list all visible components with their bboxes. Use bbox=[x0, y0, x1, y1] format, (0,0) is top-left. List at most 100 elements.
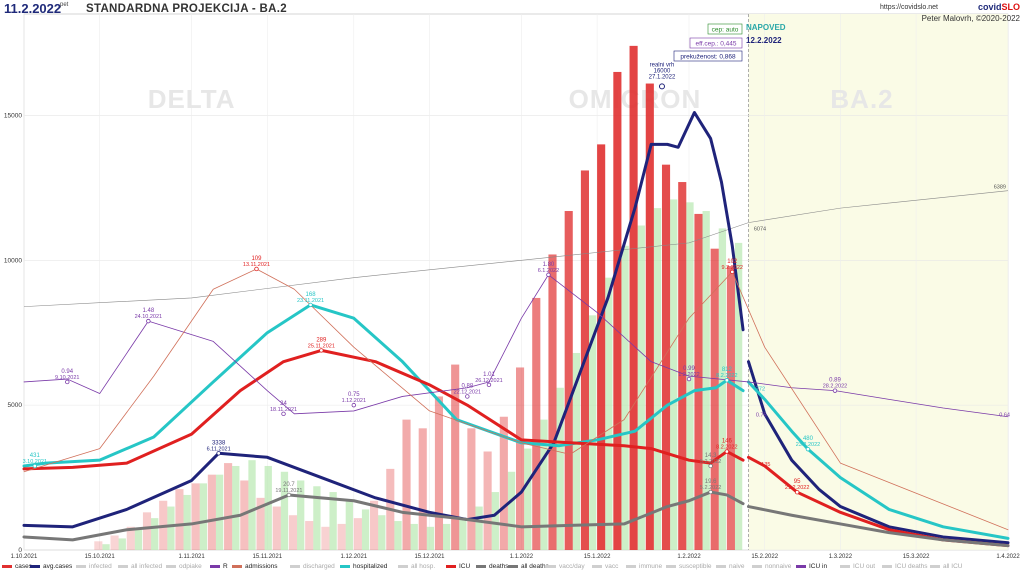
case-bar bbox=[126, 526, 135, 550]
legend-item[interactable]: ICU deaths bbox=[882, 563, 928, 570]
legend-item[interactable]: ICU in bbox=[796, 563, 827, 570]
legend-item[interactable]: odpiake bbox=[166, 563, 202, 570]
case-bar bbox=[191, 483, 200, 550]
legend-label: deaths bbox=[489, 563, 509, 570]
legend-label: all hosp. bbox=[411, 563, 436, 570]
recovered-bar bbox=[475, 506, 483, 550]
legend-label: all deaths bbox=[521, 563, 549, 570]
legend-swatch bbox=[840, 565, 850, 568]
legend-item[interactable]: all deaths bbox=[508, 563, 549, 570]
legend-item[interactable]: infected bbox=[76, 563, 112, 570]
param-box bbox=[707, 23, 743, 35]
case-bar bbox=[678, 182, 687, 550]
legend-label: discharged bbox=[303, 563, 335, 570]
peak-label: 27.1.2022 bbox=[649, 74, 676, 80]
forecast-label: NAPOVED bbox=[746, 23, 786, 32]
legend-item[interactable]: all hosp. bbox=[398, 563, 435, 570]
case-bar bbox=[370, 500, 379, 550]
annotation-date: 3.10.2021 bbox=[23, 459, 47, 465]
annotation-date: 23.2.2022 bbox=[796, 442, 820, 448]
x-tick-label: 15.1.2022 bbox=[584, 554, 611, 560]
brand-logo[interactable]: covidSLO bbox=[978, 2, 1020, 12]
x-tick-label: 15.11.2021 bbox=[252, 554, 282, 560]
legend-item[interactable]: susceptible bbox=[666, 563, 712, 570]
legend-swatch bbox=[930, 565, 940, 568]
annotation-date: 25.11.2021 bbox=[308, 343, 335, 349]
legend-swatch bbox=[626, 565, 636, 568]
avg-cases-line bbox=[22, 111, 745, 529]
legend-item[interactable]: discharged bbox=[290, 563, 335, 570]
annotation-date: 9.10.2021 bbox=[55, 375, 79, 381]
legend-item[interactable]: deaths bbox=[476, 563, 509, 570]
legend-item[interactable]: nonnaive bbox=[752, 563, 791, 570]
case-bar bbox=[516, 367, 525, 550]
legend-swatch bbox=[796, 565, 806, 568]
legend-swatch bbox=[666, 565, 676, 568]
parameter-boxes: cep: auto eff.cep.: 0,445 prekuženost: 0,8… bbox=[673, 23, 786, 62]
annotation-date: 23.11.2021 bbox=[297, 298, 324, 304]
legend-item[interactable]: cases bbox=[2, 563, 32, 570]
variant-watermark: DELTA bbox=[148, 84, 236, 114]
legend-swatch bbox=[76, 565, 86, 568]
legend-swatch bbox=[716, 565, 726, 568]
annotation-value: 0.94 bbox=[61, 369, 73, 375]
annotation-value: 168 bbox=[306, 292, 317, 298]
recovered-bar bbox=[248, 460, 256, 550]
case-bar bbox=[94, 541, 103, 550]
legend-swatch bbox=[508, 565, 518, 568]
case-bar bbox=[110, 535, 119, 550]
daily-bars bbox=[94, 45, 743, 551]
legend-swatch bbox=[546, 565, 556, 568]
recovered-bar bbox=[280, 471, 289, 550]
r-line bbox=[23, 274, 1009, 418]
annotation-marker bbox=[686, 376, 692, 382]
legend-swatch bbox=[232, 565, 242, 568]
x-tick-label: 1.12.2021 bbox=[340, 554, 367, 560]
case-bar bbox=[207, 474, 216, 550]
annotation-value: 102 bbox=[727, 259, 738, 265]
case-bar bbox=[710, 248, 719, 550]
hospitalized-line bbox=[22, 303, 745, 468]
annotation-value: 0.99 bbox=[683, 366, 695, 372]
annotation-value: 109 bbox=[251, 256, 262, 262]
author-credit: Peter Malovrh, ©2020-2022 bbox=[921, 14, 1020, 23]
recovered-bar bbox=[410, 523, 418, 550]
legend-item[interactable]: vacc bbox=[592, 563, 618, 570]
case-bar bbox=[629, 45, 638, 550]
x-tick-label: 1.10.2021 bbox=[11, 554, 38, 560]
param-box bbox=[673, 50, 743, 62]
legend-item[interactable]: admissions bbox=[232, 563, 278, 570]
legend-item[interactable]: vacc/day bbox=[546, 563, 585, 570]
annotation-date: 13.11.2021 bbox=[243, 262, 270, 268]
recovered-bar bbox=[199, 483, 208, 550]
legend-item[interactable]: R bbox=[210, 563, 228, 570]
annotation-marker bbox=[724, 449, 730, 454]
legend-swatch bbox=[752, 565, 762, 568]
legend-swatch bbox=[118, 565, 128, 568]
recovered-bar bbox=[297, 480, 305, 550]
legend-item[interactable]: all infected bbox=[118, 563, 162, 570]
case-bar bbox=[305, 521, 314, 550]
case-bar bbox=[434, 396, 444, 550]
x-tick-label: 1.1.2022 bbox=[510, 554, 534, 560]
annotation-date: 24.10.2021 bbox=[135, 314, 163, 320]
legend-label: hospitalized bbox=[353, 563, 388, 570]
recovered-bar bbox=[653, 208, 662, 551]
recovered-bar bbox=[361, 509, 370, 550]
legend-item[interactable]: hospitalized bbox=[340, 563, 387, 570]
legend-item[interactable]: ICU bbox=[446, 563, 470, 570]
legend-item[interactable]: avg.cases bbox=[30, 563, 72, 570]
case-bar bbox=[256, 497, 265, 550]
annotation-value: 812 bbox=[722, 367, 733, 373]
x-tick-label: 15.10.2021 bbox=[85, 554, 116, 560]
legend-item[interactable]: naive bbox=[716, 563, 745, 570]
legend-item[interactable]: immune bbox=[626, 563, 662, 570]
recovered-bar bbox=[215, 474, 224, 550]
report-weekday: pet bbox=[60, 2, 69, 8]
legend-item[interactable]: all ICU bbox=[930, 563, 963, 570]
legend-item[interactable]: ICU out bbox=[840, 563, 875, 570]
annotation-date: 21.2.2022 bbox=[785, 485, 809, 491]
case-bar bbox=[142, 512, 152, 550]
recovered-bar bbox=[588, 315, 597, 550]
source-url[interactable]: https://covidslo.net bbox=[880, 4, 938, 11]
